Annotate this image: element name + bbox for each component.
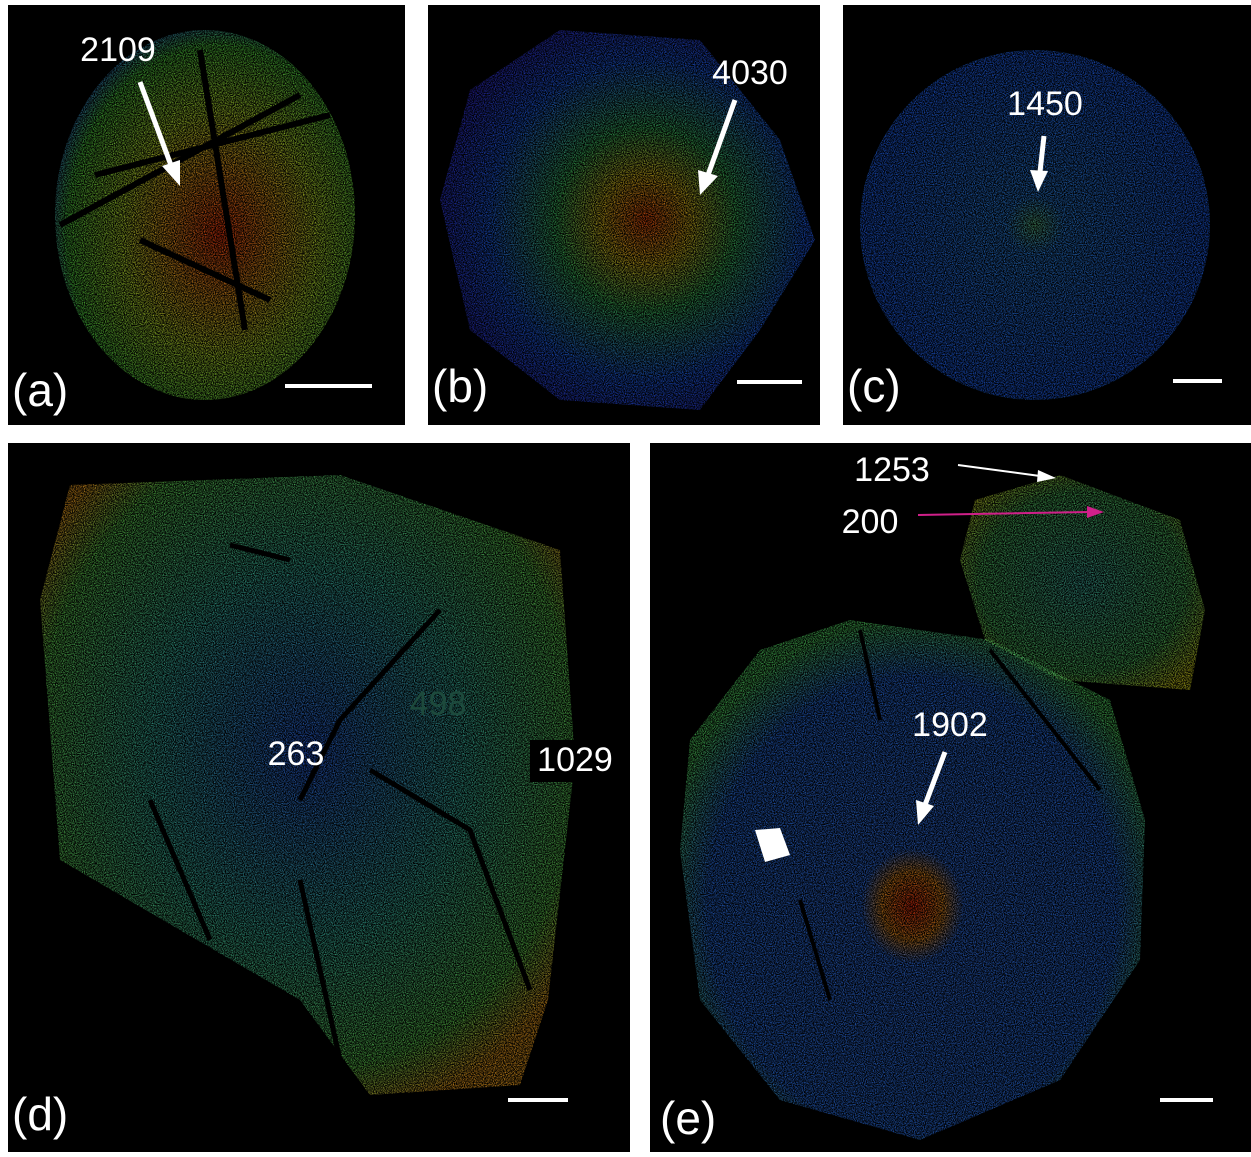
panel-b: 4030 (b)	[428, 5, 820, 425]
panel-label: (c)	[847, 360, 901, 412]
page: {"panels": [ {"label": "(a)", "annotatio…	[0, 0, 1251, 1157]
annotation: 498	[410, 685, 467, 723]
annotation: 200	[842, 503, 899, 541]
panel-c: 1450 (c)	[843, 5, 1251, 425]
annotation: 1902	[912, 706, 988, 744]
panel-d: 498 263 1029 (d)	[8, 443, 630, 1152]
panel-label: (d)	[12, 1088, 68, 1140]
annotation: 263	[268, 735, 325, 773]
panel-label: (a)	[12, 364, 68, 416]
annotation: 2109	[80, 31, 156, 69]
annotation: 1029	[537, 741, 613, 779]
panel-label: (e)	[660, 1092, 716, 1144]
panel-a: 2109 (a)	[8, 5, 405, 425]
annotation: 1450	[1007, 85, 1083, 123]
figure: 2109 (a) 4030 (b) 1450 (c) 498 263 1029 …	[0, 0, 1251, 1152]
annotation: 1253	[854, 451, 930, 489]
annotation: 4030	[712, 54, 788, 92]
panel-e: 1253 200 1902 (e)	[650, 443, 1251, 1152]
panel-label: (b)	[432, 360, 488, 412]
